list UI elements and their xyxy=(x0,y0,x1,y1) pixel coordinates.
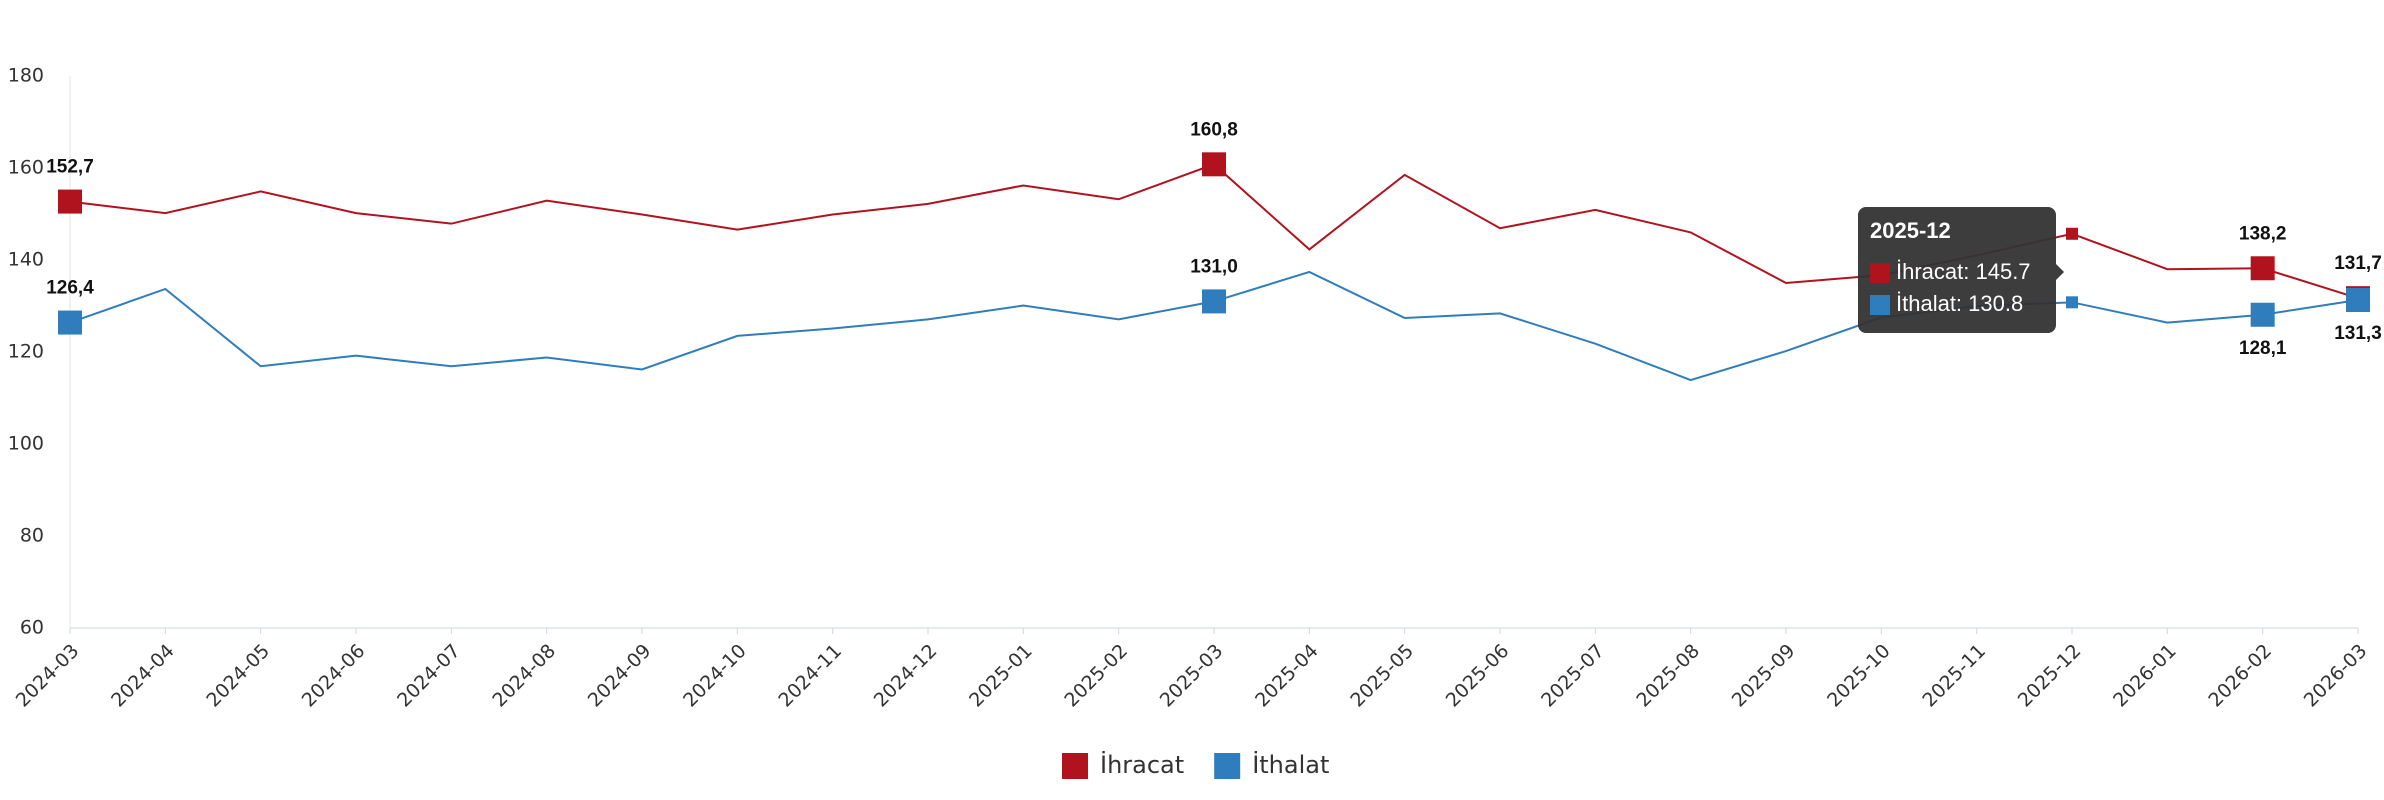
tooltip-box xyxy=(1858,207,2064,333)
x-tick-label: 2026-01 xyxy=(2109,640,2181,712)
data-label: 152,7 xyxy=(46,157,94,178)
data-label: 126,4 xyxy=(46,278,94,299)
y-tick-label: 100 xyxy=(8,433,44,455)
point-marker xyxy=(2066,296,2078,309)
x-tick-label: 2025-12 xyxy=(2014,640,2086,712)
tooltip-line: İthalat: 130.8 xyxy=(1896,291,2023,316)
x-tick-label: 2024-07 xyxy=(393,640,465,712)
point-marker xyxy=(2250,302,2275,327)
point-marker xyxy=(2346,288,2370,313)
y-tick-label: 160 xyxy=(8,157,44,179)
x-tick-label: 2025-03 xyxy=(1156,640,1228,712)
x-tick-label: 2024-04 xyxy=(107,640,179,712)
x-tick-label: 2025-05 xyxy=(1346,640,1418,712)
point-marker xyxy=(1202,152,1226,177)
x-tick-label: 2024-10 xyxy=(679,640,751,712)
data-label: 131,3 xyxy=(2334,323,2382,344)
x-tick-label: 2025-06 xyxy=(1442,640,1514,712)
x-tick-label: 2025-10 xyxy=(1823,640,1895,712)
x-tick-label: 2024-09 xyxy=(584,640,656,712)
y-tick-label: 80 xyxy=(20,525,44,547)
point-marker xyxy=(58,310,82,335)
x-tick-label: 2025-09 xyxy=(1728,640,1800,712)
x-tick-label: 2025-08 xyxy=(1632,640,1704,712)
tooltip-line: İhracat: 145.7 xyxy=(1896,259,2031,284)
point-marker xyxy=(2250,256,2275,281)
point-marker xyxy=(58,189,82,214)
y-tick-label: 180 xyxy=(8,65,44,87)
x-tick-label: 2026-02 xyxy=(2204,640,2276,712)
legend-label[interactable]: İhracat xyxy=(1100,750,1184,779)
y-tick-label: 140 xyxy=(8,249,44,271)
tooltip-swatch xyxy=(1870,295,1890,315)
x-tick-label: 2025-04 xyxy=(1251,640,1323,712)
tooltip-swatch xyxy=(1870,263,1890,283)
data-label: 131,0 xyxy=(1190,256,1238,277)
y-tick-label: 60 xyxy=(20,617,44,639)
x-tick-label: 2025-01 xyxy=(965,640,1037,712)
x-tick-label: 2024-03 xyxy=(12,640,84,712)
legend-swatch[interactable] xyxy=(1062,753,1088,779)
x-tick-label: 2025-02 xyxy=(1060,640,1132,712)
legend-swatch[interactable] xyxy=(1214,753,1241,779)
x-tick-label: 2024-06 xyxy=(298,640,370,712)
data-label: 131,7 xyxy=(2334,253,2382,274)
legend-label[interactable]: İthalat xyxy=(1252,750,1329,779)
x-tick-label: 2026-03 xyxy=(2300,640,2372,712)
point-marker xyxy=(2066,227,2078,240)
x-tick-label: 2024-05 xyxy=(202,640,274,712)
x-tick-label: 2025-07 xyxy=(1537,640,1609,712)
x-tick-label: 2024-08 xyxy=(488,640,560,712)
x-tick-label: 2024-12 xyxy=(870,640,942,712)
tooltip-title: 2025-12 xyxy=(1870,218,1951,243)
x-tick-label: 2024-11 xyxy=(774,640,846,712)
data-label: 160,8 xyxy=(1190,119,1238,140)
tooltip: 2025-12 İhracat: 145.7 İthalat: 130.8 xyxy=(1858,207,2064,333)
x-tick-label: 2025-11 xyxy=(1918,640,1990,712)
y-tick-label: 120 xyxy=(8,341,44,363)
data-label: 138,2 xyxy=(2239,223,2287,244)
data-label: 128,1 xyxy=(2239,338,2287,359)
point-marker xyxy=(1202,289,1226,314)
